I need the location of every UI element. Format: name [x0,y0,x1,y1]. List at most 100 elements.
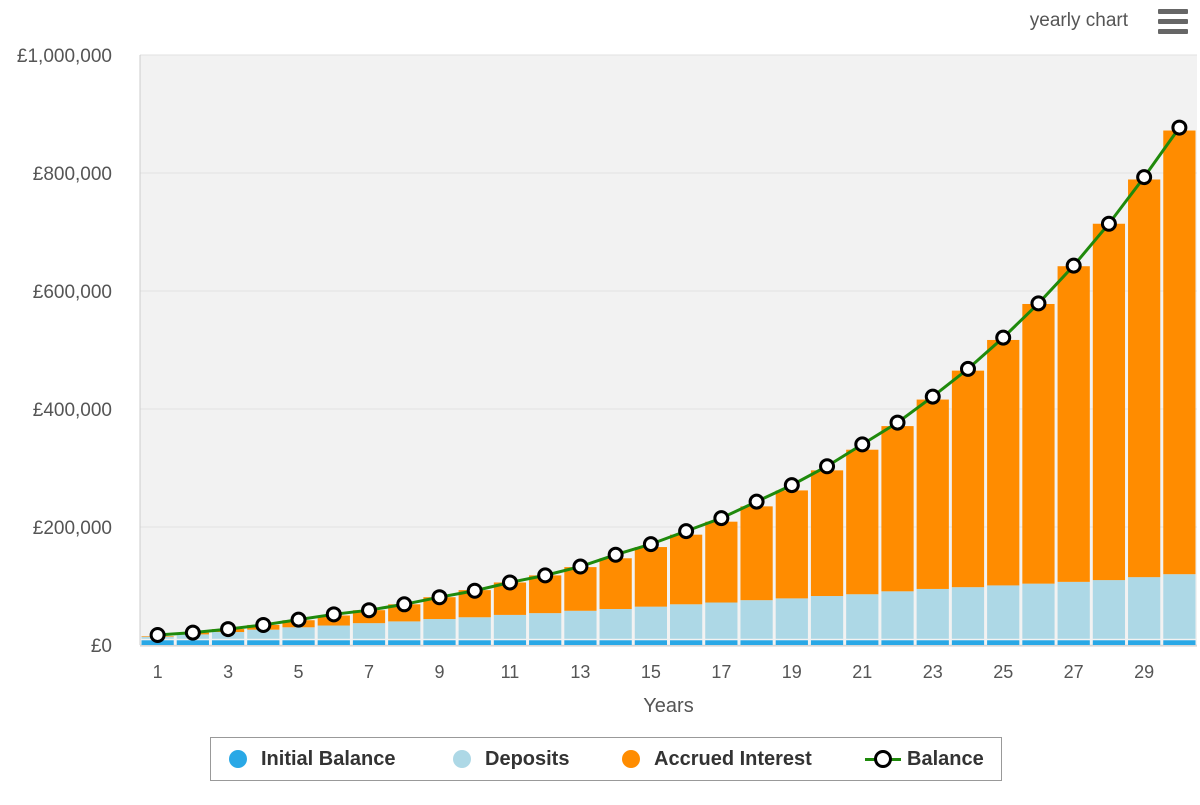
bar-initial-balance[interactable] [352,640,386,645]
bar-accrued-interest[interactable] [775,490,808,599]
bar-accrued-interest[interactable] [987,339,1020,586]
bar-deposits[interactable] [1057,581,1090,639]
bar-deposits[interactable] [951,587,985,639]
bar-deposits[interactable] [1022,583,1055,639]
balance-point[interactable] [220,621,237,638]
bar-accrued-interest[interactable] [881,426,914,592]
bar-initial-balance[interactable] [211,640,245,645]
balance-point[interactable] [572,558,589,575]
bar-initial-balance[interactable] [1022,640,1055,645]
bar-initial-balance[interactable] [1163,640,1196,645]
balance-point[interactable] [184,624,201,641]
bar-deposits[interactable] [846,594,879,639]
bar-initial-balance[interactable] [529,640,562,645]
bar-accrued-interest[interactable] [388,604,421,622]
bar-deposits[interactable] [987,585,1020,639]
balance-point[interactable] [959,360,976,377]
legend-item-balance[interactable]: Balance [865,738,984,780]
bar-initial-balance[interactable] [1128,640,1161,645]
balance-point[interactable] [1100,215,1117,232]
bar-accrued-interest[interactable] [810,470,844,597]
bar-accrued-interest[interactable] [916,399,949,589]
balance-point[interactable] [995,329,1012,346]
bar-initial-balance[interactable] [916,640,949,645]
balance-point[interactable] [713,510,730,527]
bar-deposits[interactable] [1163,574,1196,639]
bar-deposits[interactable] [1092,580,1126,639]
balance-point[interactable] [1065,257,1082,274]
bar-deposits[interactable] [388,621,421,639]
bar-accrued-interest[interactable] [599,558,632,610]
hamburger-menu-icon[interactable] [1158,9,1188,35]
bar-deposits[interactable] [529,613,562,639]
balance-point[interactable] [1030,295,1047,312]
balance-point[interactable] [642,536,659,553]
bar-initial-balance[interactable] [458,640,491,645]
bar-initial-balance[interactable] [388,640,421,645]
bar-accrued-interest[interactable] [634,547,667,607]
bar-accrued-interest[interactable] [846,449,879,595]
bar-initial-balance[interactable] [881,640,914,645]
bar-deposits[interactable] [634,606,667,639]
legend-item-accrued-interest[interactable]: Accrued Interest [622,738,812,780]
bar-accrued-interest[interactable] [951,370,985,588]
bar-deposits[interactable] [740,600,773,639]
balance-point[interactable] [607,546,624,563]
bar-initial-balance[interactable] [810,640,844,645]
bar-accrued-interest[interactable] [423,597,456,620]
legend-item-deposits[interactable]: Deposits [453,738,569,780]
bar-initial-balance[interactable] [740,640,773,645]
bar-accrued-interest[interactable] [1163,130,1196,575]
bar-initial-balance[interactable] [775,640,808,645]
balance-point[interactable] [1171,119,1188,136]
bar-initial-balance[interactable] [1057,640,1090,645]
balance-point[interactable] [361,602,378,619]
balance-point[interactable] [325,606,342,623]
bar-accrued-interest[interactable] [740,506,773,601]
bar-initial-balance[interactable] [493,640,527,645]
bar-deposits[interactable] [775,598,808,639]
bar-initial-balance[interactable] [670,640,703,645]
bar-deposits[interactable] [916,588,949,639]
bar-initial-balance[interactable] [176,640,209,645]
balance-point[interactable] [783,477,800,494]
bar-deposits[interactable] [881,591,914,639]
bar-initial-balance[interactable] [282,640,315,645]
bar-accrued-interest[interactable] [1057,266,1090,582]
bar-initial-balance[interactable] [317,640,350,645]
bar-initial-balance[interactable] [247,640,280,645]
balance-point[interactable] [678,523,695,540]
bar-deposits[interactable] [810,596,844,639]
bar-initial-balance[interactable] [951,640,985,645]
bar-deposits[interactable] [282,627,315,639]
bar-deposits[interactable] [352,623,386,639]
bar-initial-balance[interactable] [1092,640,1126,645]
bar-deposits[interactable] [599,609,632,639]
balance-point[interactable] [501,574,518,591]
bar-accrued-interest[interactable] [670,534,703,605]
bar-deposits[interactable] [458,617,491,639]
balance-point[interactable] [748,493,765,510]
bar-initial-balance[interactable] [599,640,632,645]
bar-deposits[interactable] [317,625,350,639]
bar-deposits[interactable] [564,610,597,639]
bar-deposits[interactable] [247,629,280,639]
bar-initial-balance[interactable] [564,640,597,645]
balance-point[interactable] [149,626,166,643]
balance-point[interactable] [396,596,413,613]
balance-point[interactable] [854,436,871,453]
bar-deposits[interactable] [705,602,738,639]
balance-point[interactable] [537,567,554,584]
bar-accrued-interest[interactable] [1022,303,1055,584]
balance-point[interactable] [924,388,941,405]
bar-initial-balance[interactable] [634,640,667,645]
balance-point[interactable] [431,589,448,606]
bar-accrued-interest[interactable] [1092,223,1126,581]
bar-initial-balance[interactable] [987,640,1020,645]
bar-deposits[interactable] [493,614,527,639]
bar-initial-balance[interactable] [705,640,738,645]
balance-point[interactable] [466,582,483,599]
balance-point[interactable] [1136,169,1153,186]
bar-deposits[interactable] [423,619,456,639]
bar-initial-balance[interactable] [846,640,879,645]
